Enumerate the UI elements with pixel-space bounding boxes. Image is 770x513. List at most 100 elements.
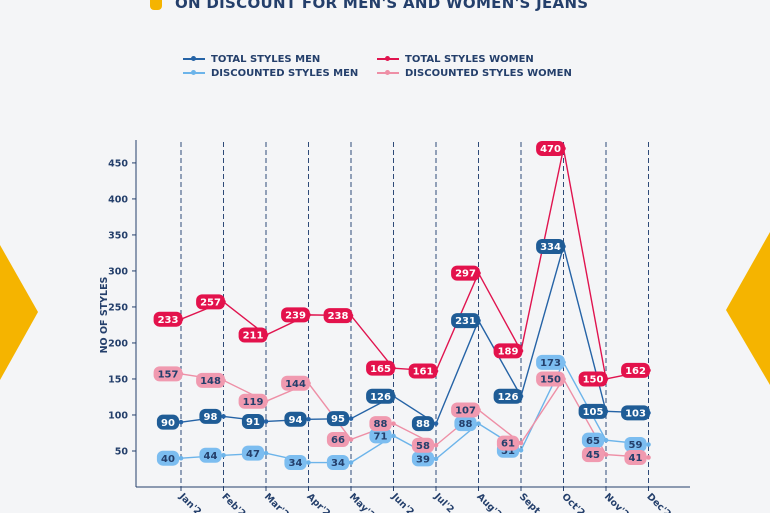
data-point (518, 440, 524, 446)
legend-swatch (377, 56, 399, 61)
legend-item-total-women: TOTAL STYLES WOMEN (377, 54, 534, 65)
data-label-background (326, 455, 350, 471)
data-label: 88 (459, 419, 473, 430)
data-label-background (238, 393, 268, 409)
data-point (646, 455, 651, 460)
title-icon (150, 0, 162, 10)
data-label-background (454, 416, 477, 432)
data-label: 334 (540, 242, 561, 253)
data-label-background (369, 416, 392, 432)
data-label-background (581, 447, 605, 463)
data-label-background (369, 428, 392, 444)
data-label-background (284, 411, 307, 427)
data-label-background (281, 307, 310, 323)
data-label-background (326, 431, 350, 447)
data-label-background (536, 354, 565, 370)
data-point (263, 450, 269, 456)
data-label-background (408, 363, 438, 379)
data-point (348, 437, 354, 442)
data-label-background (581, 432, 605, 448)
x-tick-label: Apr'2 (304, 491, 332, 513)
data-label: 161 (413, 367, 434, 378)
data-label: 297 (455, 269, 476, 280)
data-point (348, 460, 354, 465)
data-point (476, 421, 481, 426)
data-label: 61 (501, 439, 515, 450)
data-label-background (578, 403, 608, 419)
data-label: 47 (246, 449, 260, 460)
data-label: 51 (501, 446, 515, 457)
y-axis-label: NO OF STYLES (99, 276, 110, 353)
data-point (518, 447, 524, 453)
data-label: 59 (629, 440, 643, 451)
data-label: 39 (416, 455, 430, 466)
data-point (263, 419, 269, 424)
data-label: 103 (625, 408, 646, 419)
data-label: 88 (374, 419, 388, 430)
data-label-background (411, 416, 435, 432)
chart-title: ON DISCOUNT FOR MEN'S AND WOMEN'S JEANS (175, 0, 589, 12)
data-label-background (578, 371, 608, 387)
y-tick-label: 250 (108, 302, 128, 313)
legend-swatch (377, 70, 399, 75)
data-label-background (241, 445, 265, 461)
data-label-background (496, 435, 520, 451)
data-label: 58 (416, 441, 430, 452)
series-line (180, 148, 649, 380)
x-tick-label: May'2 (347, 491, 377, 513)
data-label: 66 (331, 435, 345, 446)
data-label: 144 (285, 379, 306, 390)
data-label: 90 (161, 418, 175, 429)
data-label: 65 (586, 436, 600, 447)
data-label: 126 (498, 392, 519, 403)
data-label-background (536, 238, 565, 254)
legend-item-total-men: TOTAL STYLES MEN (183, 54, 320, 65)
data-point (433, 421, 439, 426)
data-label-background (199, 408, 222, 424)
data-label-background (366, 388, 395, 404)
data-label: 40 (161, 454, 175, 465)
y-tick-label: 150 (108, 374, 128, 385)
x-tick-label: Aug'2 (474, 491, 503, 513)
data-label-background (451, 402, 480, 418)
data-label: 238 (328, 311, 349, 322)
data-point (646, 442, 651, 447)
data-point (391, 421, 396, 426)
data-label-background (153, 311, 183, 327)
x-tick-label: Feb'2 (219, 491, 247, 513)
data-label: 239 (285, 310, 306, 321)
data-point (178, 455, 184, 461)
data-point (433, 456, 439, 462)
data-label-background (621, 362, 650, 378)
x-tick-label: Jun'2 (389, 491, 416, 513)
legend-label: TOTAL STYLES MEN (211, 54, 321, 65)
data-label-background (238, 327, 268, 343)
data-label: 105 (583, 407, 604, 418)
x-tick-label: Jul'2 (431, 491, 456, 513)
data-label: 148 (200, 376, 221, 387)
data-point (603, 437, 609, 443)
data-label: 211 (243, 331, 264, 342)
legend-swatch (183, 56, 205, 61)
data-label-background (493, 388, 523, 404)
data-label: 91 (246, 417, 260, 428)
x-tick-label: Jan'2 (176, 491, 203, 513)
data-label: 34 (289, 458, 303, 469)
x-tick-label: Oct'2 (559, 491, 586, 513)
right-accent-shape (726, 232, 770, 385)
data-label: 157 (158, 370, 179, 381)
data-point (391, 433, 396, 439)
data-label-background (624, 449, 647, 465)
data-label-background (451, 265, 480, 281)
data-label-background (326, 411, 350, 427)
legend-item-discounted-men: DISCOUNTED STYLES MEN (183, 68, 358, 79)
data-point (348, 416, 354, 421)
y-tick-label: 300 (108, 266, 128, 277)
data-label-background (241, 413, 265, 429)
y-tick-label: 450 (108, 158, 128, 169)
x-tick-label: Nov'2 (602, 491, 631, 513)
y-tick-label: 400 (108, 194, 128, 205)
data-label: 71 (374, 431, 388, 442)
